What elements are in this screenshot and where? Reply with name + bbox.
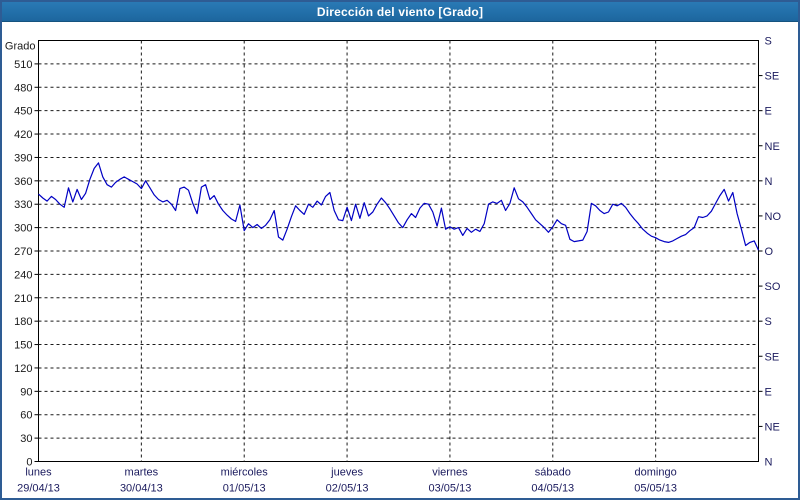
y-axis-tick-label: 450 [14,106,32,118]
day-date-label: 03/05/13 [429,483,472,495]
y-axis-tick-label: 180 [14,316,32,328]
compass-tick-label: N [765,457,773,469]
compass-tick-label: E [765,106,772,118]
y-axis-tick-label: 360 [14,176,32,188]
title-bar: Dirección del viento [Grado] [2,2,798,22]
y-axis-tick-label: 390 [14,152,32,164]
y-axis-tick-label: 480 [14,82,32,94]
y-axis-tick-label: 60 [20,410,32,422]
day-name-label: lunes [25,467,52,479]
wind-direction-series-line [38,162,760,251]
y-axis-tick-label: 120 [14,363,32,375]
compass-tick-label: S [765,316,772,328]
compass-tick-label: NE [765,421,780,433]
day-name-label: viernes [432,467,468,479]
y-axis-tick-label: 420 [14,129,32,141]
y-axis-tick-label: 330 [14,199,32,211]
compass-tick-label: SE [765,351,780,363]
compass-tick-label: N [765,176,773,188]
y-axis-tick-label: 150 [14,340,32,352]
y-axis-tick-label: 510 [14,59,32,71]
compass-tick-label: NO [765,211,782,223]
day-name-label: miércoles [221,467,269,479]
y-axis-title: Grado [5,41,36,53]
day-date-label: 01/05/13 [223,483,266,495]
compass-tick-label: O [765,246,774,258]
day-date-label: 30/04/13 [120,483,163,495]
chart-title: Dirección del viento [Grado] [316,4,484,19]
y-axis-tick-label: 210 [14,293,32,305]
y-axis-tick-label: 270 [14,246,32,258]
y-axis-tick-label: 240 [14,269,32,281]
compass-tick-label: E [765,386,772,398]
day-name-label: domingo [635,467,677,479]
y-axis-tick-label: 90 [20,386,32,398]
day-date-label: 02/05/13 [326,483,369,495]
day-date-label: 05/05/13 [634,483,677,495]
day-name-label: jueves [330,467,363,479]
compass-tick-label: SE [765,71,780,83]
compass-tick-label: NE [765,141,780,153]
y-axis-tick-label: 30 [20,433,32,445]
day-name-label: sábado [535,467,571,479]
compass-tick-label: S [765,36,772,48]
day-name-label: martes [125,467,159,479]
y-axis-tick-label: 0 [26,457,32,469]
day-date-label: 04/05/13 [531,483,574,495]
compass-tick-label: SO [765,281,781,293]
day-date-label: 29/04/13 [17,483,60,495]
y-axis-tick-label: 300 [14,223,32,235]
